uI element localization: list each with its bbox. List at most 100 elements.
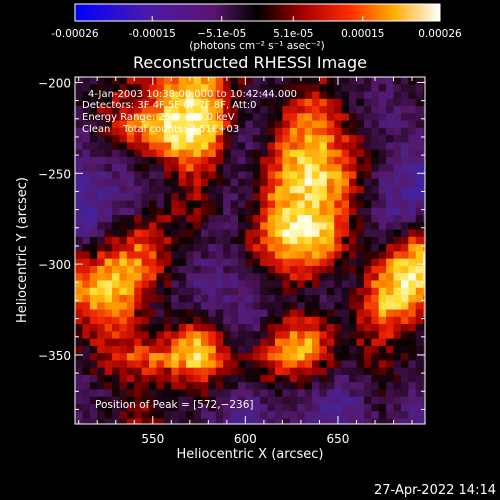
y-tick-label: −300 (38, 258, 71, 272)
heatmap-pixel (393, 411, 402, 419)
heatmap-pixel (341, 120, 350, 129)
heatmap-pixel (326, 295, 335, 303)
heatmap-pixel (171, 309, 180, 318)
footer-timestamp: 27-Apr-2022 14:14 (374, 483, 496, 498)
heatmap-pixel (112, 324, 120, 332)
heatmap-pixel (82, 258, 91, 267)
heatmap-pixel (119, 374, 128, 383)
heatmap-pixel (186, 251, 194, 260)
heatmap-pixel (82, 273, 91, 281)
heatmap-pixel (97, 280, 106, 289)
heatmap-pixel (252, 135, 261, 143)
heatmap-pixel (275, 302, 283, 310)
heatmap-pixel (178, 258, 187, 267)
heatmap-pixel (112, 200, 120, 209)
heatmap-pixel (200, 418, 209, 424)
heatmap-pixel (186, 302, 194, 310)
heatmap-pixel (356, 215, 365, 223)
heatmap-pixel (208, 396, 217, 405)
heatmap-pixel (223, 149, 231, 158)
heatmap-pixel (371, 338, 380, 347)
heatmap-pixel (163, 331, 172, 340)
heatmap-pixel (156, 331, 165, 340)
heatmap-pixel (245, 316, 254, 325)
heatmap-pixel (141, 345, 150, 354)
heatmap-pixel (163, 193, 172, 201)
heatmap-pixel (275, 367, 283, 376)
heatmap-pixel (112, 404, 120, 412)
heatmap-pixel (112, 338, 120, 347)
heatmap-pixel (193, 302, 202, 310)
heatmap-pixel (97, 156, 106, 165)
heatmap-pixel (349, 149, 357, 158)
heatmap-pixel (363, 164, 372, 172)
heatmap-pixel (82, 411, 91, 419)
heatmap-pixel (275, 411, 283, 419)
heatmap-pixel (208, 77, 217, 85)
heatmap-pixel (245, 91, 254, 100)
heatmap-pixel (237, 345, 246, 354)
heatmap-pixel (163, 251, 172, 260)
heatmap-pixel (112, 295, 120, 303)
heatmap-pixel (193, 360, 202, 369)
heatmap-pixel (178, 280, 187, 289)
heatmap-pixel (237, 382, 246, 390)
heatmap-pixel (245, 411, 254, 419)
heatmap-pixel (334, 360, 343, 369)
heatmap-pixel (97, 295, 106, 303)
heatmap-pixel (163, 273, 172, 281)
heatmap-pixel (112, 142, 120, 151)
heatmap-pixel (230, 120, 239, 129)
heatmap-pixel (89, 236, 98, 245)
heatmap-pixel (408, 309, 417, 318)
heatmap-pixel (356, 338, 365, 347)
heatmap-pixel (230, 338, 239, 347)
heatmap-pixel (275, 207, 283, 216)
heatmap-pixel (400, 295, 409, 303)
heatmap-pixel (400, 84, 409, 92)
heatmap-pixel (319, 207, 328, 216)
heatmap-pixel (186, 316, 194, 325)
heatmap-pixel (215, 77, 224, 85)
heatmap-pixel (141, 178, 150, 187)
heatmap-pixel (356, 142, 365, 151)
heatmap-pixel (119, 135, 128, 143)
heatmap-pixel (304, 338, 313, 347)
heatmap-pixel (163, 142, 172, 151)
heatmap-pixel (378, 251, 387, 260)
heatmap-pixel (156, 207, 165, 216)
heatmap-pixel (282, 360, 291, 369)
heatmap-pixel (245, 338, 254, 347)
heatmap-pixel (97, 120, 106, 129)
heatmap-pixel (393, 171, 402, 180)
heatmap-pixel (126, 207, 135, 216)
heatmap-pixel (112, 91, 120, 100)
heatmap-pixel (237, 295, 246, 303)
heatmap-pixel (289, 287, 298, 296)
heatmap-pixel (171, 374, 180, 383)
heatmap-pixel (289, 374, 298, 383)
heatmap-pixel (112, 367, 120, 376)
heatmap-pixel (297, 193, 306, 201)
heatmap-pixel (267, 77, 276, 85)
heatmap-pixel (245, 360, 254, 369)
heatmap-pixel (208, 106, 217, 114)
heatmap-pixel (349, 382, 357, 390)
heatmap-pixel (341, 258, 350, 267)
heatmap-pixel (178, 345, 187, 354)
heatmap-pixel (304, 367, 313, 376)
heatmap-pixel (334, 382, 343, 390)
heatmap-pixel (319, 411, 328, 419)
heatmap-pixel (112, 156, 120, 165)
heatmap-pixel (356, 287, 365, 296)
heatmap-pixel (104, 251, 113, 260)
heatmap-pixel (134, 411, 143, 419)
heatmap-pixel (82, 360, 91, 369)
heatmap-pixel (423, 91, 425, 100)
heatmap-pixel (208, 142, 217, 151)
heatmap-pixel (82, 374, 91, 383)
heatmap-pixel (415, 316, 424, 325)
heatmap-pixel (408, 142, 417, 151)
heatmap-pixel (97, 186, 106, 194)
heatmap-pixel (82, 91, 91, 100)
